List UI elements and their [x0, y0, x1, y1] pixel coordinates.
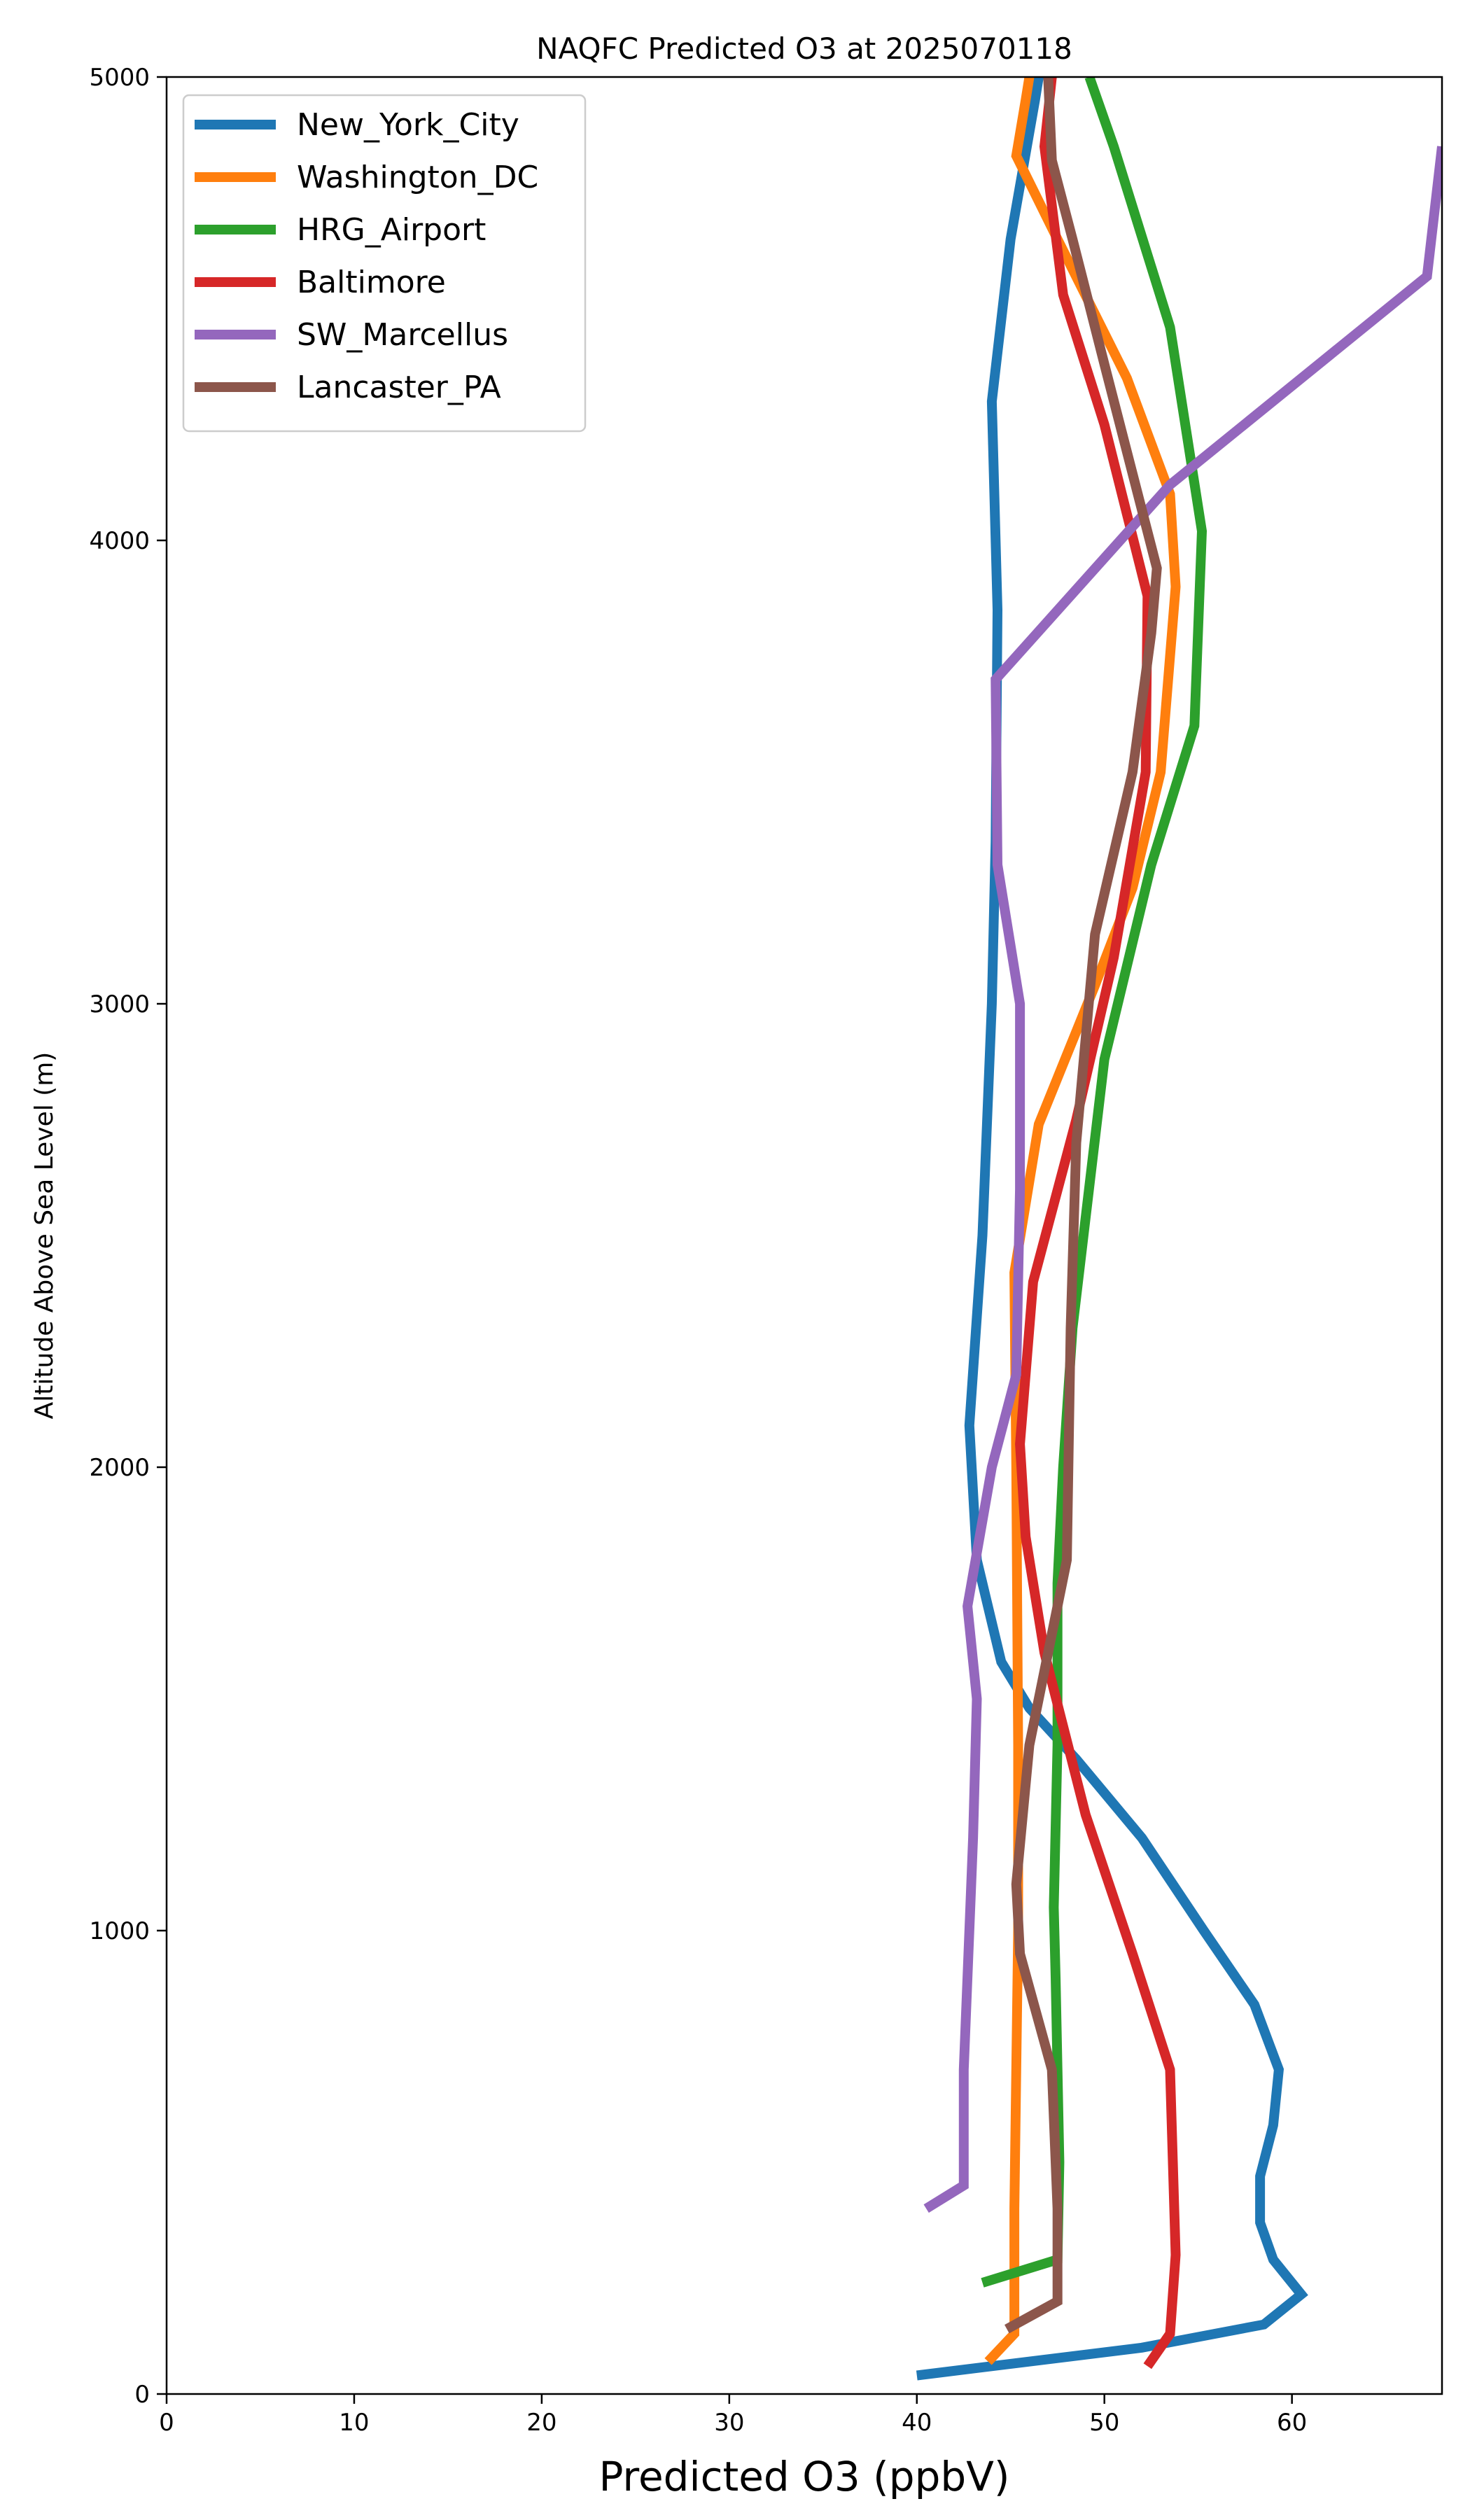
legend-label-baltimore: Baltimore [297, 265, 446, 300]
x-axis: 0 10 20 30 40 50 60 [159, 2394, 1307, 2437]
legend-label-lancaster-pa: Lancaster_PA [297, 370, 501, 405]
legend: New_York_City Washington_DC HRG_Airport Bal… [182, 94, 587, 433]
x-tick-label: 10 [339, 2409, 369, 2437]
legend-label-hrg-airport: HRG_Airport [297, 212, 486, 248]
x-tick-label: 50 [1089, 2409, 1119, 2437]
series-line-sw-marcellus [923, 146, 1442, 2213]
y-tick-label: 1000 [89, 1917, 150, 1945]
y-tick-label: 5000 [89, 64, 150, 92]
plot-frame [165, 76, 1443, 2395]
x-tick-label: 0 [159, 2409, 174, 2437]
y-axis-label: Altitude Above Sea Level (m) [30, 1052, 59, 1420]
legend-label-sw-marcellus: SW_Marcellus [297, 317, 508, 353]
legend-label-new-york-city: New_York_City [297, 107, 519, 143]
chart-title: NAQFC Predicted O3 at 2025070118 [536, 31, 1072, 66]
legend-box [182, 94, 587, 433]
x-tick-label: 30 [714, 2409, 744, 2437]
y-tick-label: 2000 [89, 1454, 150, 1482]
series-line-baltimore [1015, 77, 1181, 2370]
legend-label-washington-dc: Washington_DC [297, 160, 538, 195]
series-line-lancaster-pa [1004, 77, 1162, 2334]
series-layer [916, 77, 1442, 2381]
x-axis-label: Predicted O3 (ppbV) [598, 2453, 1009, 2500]
y-tick-label: 0 [134, 2381, 150, 2409]
y-tick-label: 3000 [89, 990, 150, 1018]
x-tick-label: 40 [902, 2409, 932, 2437]
x-tick-label: 20 [526, 2409, 556, 2437]
y-axis: 0 1000 2000 3000 4000 5000 [89, 64, 167, 2409]
y-tick-label: 4000 [89, 527, 150, 555]
x-tick-label: 60 [1277, 2409, 1307, 2437]
